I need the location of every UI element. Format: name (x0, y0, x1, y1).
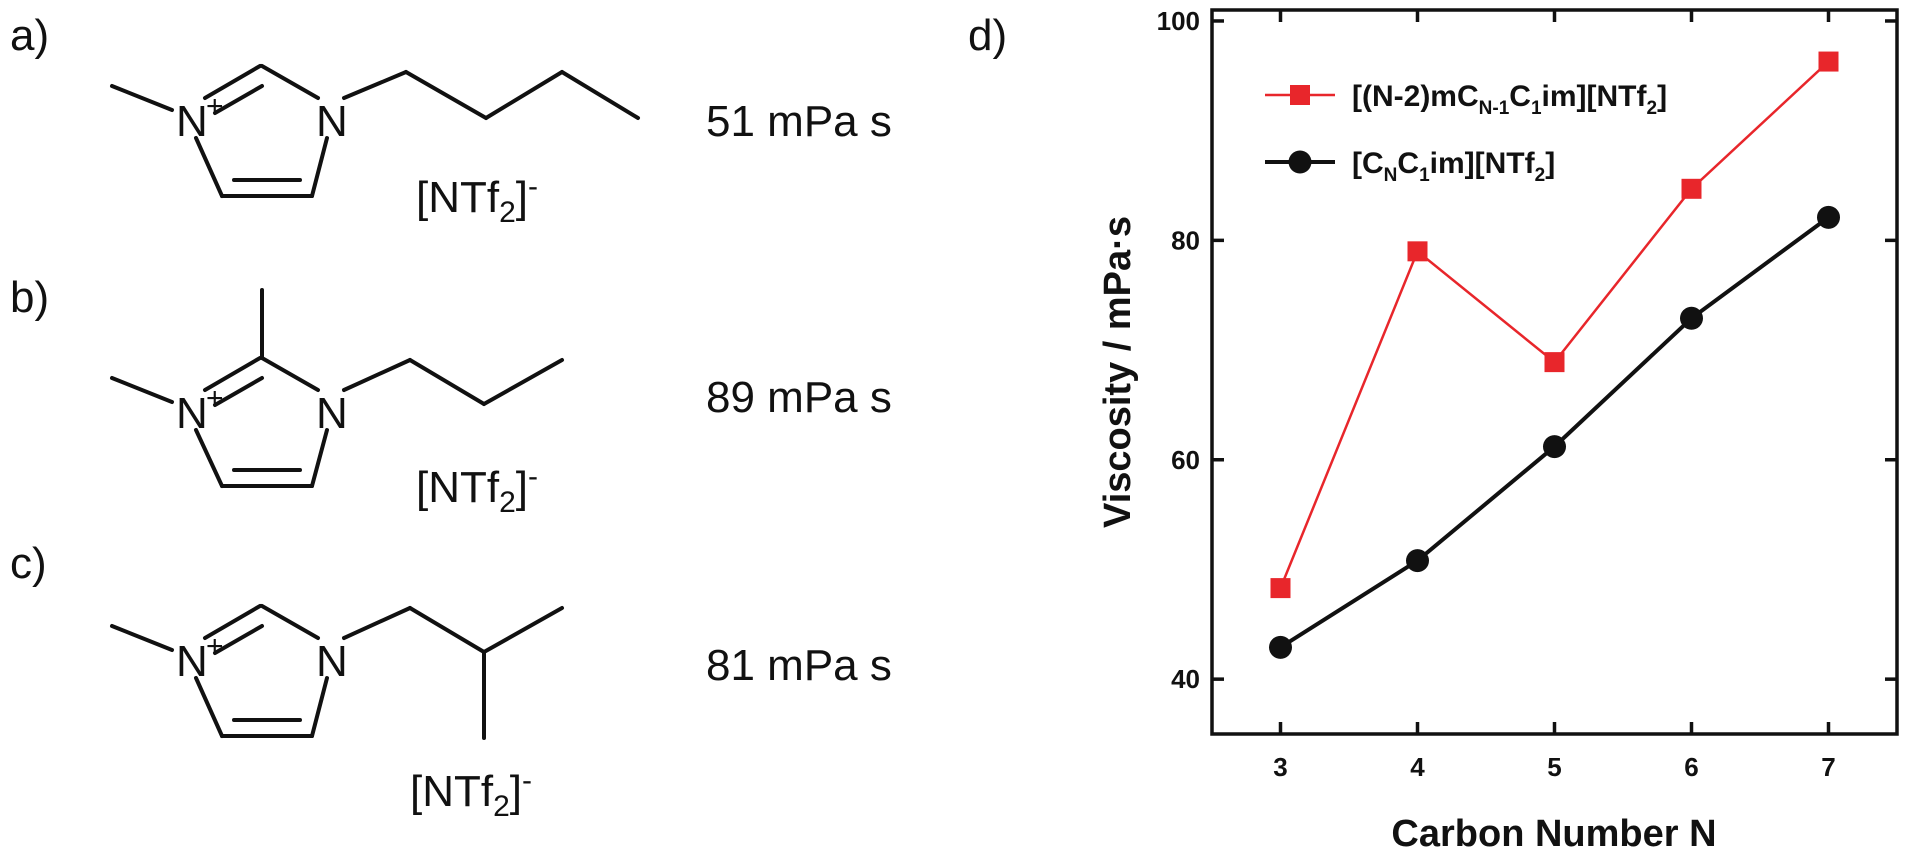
viscosity-label-a: 51 mPa s (706, 97, 892, 146)
series-1-point (1681, 178, 1702, 199)
legend: [(N-2)mCN-1C1im][NTf2] [CNC1im][NTf2] (1265, 80, 1667, 186)
series-line-1 (1279, 60, 1830, 589)
axis-ticks: 3 4 5 6 7 40 60 80 100 (1157, 6, 1897, 782)
atom-n-left: N (176, 97, 208, 146)
panel-letter-a: a) (10, 11, 49, 60)
atom-charge: + (206, 630, 224, 663)
y-axis-title: Viscosity / mPa·s (1097, 216, 1139, 528)
legend-marker-1 (1290, 85, 1310, 105)
molecule-a: N + N [NTf2]- (110, 64, 640, 229)
x-tick-label: 7 (1821, 752, 1835, 782)
series-2-point (1269, 635, 1292, 659)
panel-letter-b: b) (10, 273, 49, 322)
molecule-b: N + N [NTf2]- (110, 288, 564, 519)
panel-letter-d: d) (968, 11, 1007, 60)
atom-n-right: N (316, 637, 348, 686)
molecule-c: N + N [NTf2]- (110, 604, 564, 823)
anion-label: [NTf2]- (416, 460, 538, 519)
atom-n-left: N (176, 389, 208, 438)
y-tick-label: 80 (1171, 225, 1200, 255)
atom-n-left: N (176, 637, 208, 686)
series-line-2 (1279, 215, 1830, 650)
viscosity-label-b: 89 mPa s (706, 373, 892, 422)
y-tick-label: 40 (1171, 664, 1200, 694)
x-tick-label: 3 (1273, 752, 1287, 782)
atom-n-right: N (316, 389, 348, 438)
atom-charge: + (206, 90, 224, 123)
anion-label: [NTf2]- (416, 170, 538, 229)
y-tick-label: 100 (1157, 6, 1200, 36)
x-tick-label: 5 (1547, 752, 1561, 782)
series-1-point (1818, 51, 1839, 72)
atom-charge: + (206, 382, 224, 415)
y-tick-label: 60 (1171, 445, 1200, 475)
series-2-point (1817, 205, 1840, 229)
anion-label: [NTf2]- (410, 764, 532, 823)
series-1-point (1270, 578, 1291, 599)
legend-marker-2 (1288, 150, 1312, 174)
x-tick-label: 4 (1410, 752, 1425, 782)
legend-label-2: [CNC1im][NTf2] (1352, 147, 1555, 186)
atom-n-right: N (316, 97, 348, 146)
series-2-point (1543, 435, 1566, 459)
series-1-point (1544, 352, 1565, 373)
series-1-point (1407, 241, 1428, 262)
viscosity-label-c: 81 mPa s (706, 641, 892, 690)
viscosity-chart: 3 4 5 6 7 40 60 80 100 [(N-2)mCN-1C1im][NTf2] [CN… (1097, 6, 1899, 851)
series-2-point (1406, 549, 1429, 573)
legend-label-1: [(N-2)mCN-1C1im][NTf2] (1352, 80, 1667, 119)
panel-letter-c: c) (10, 539, 47, 588)
series-2-point (1680, 306, 1703, 330)
x-tick-label: 6 (1684, 752, 1698, 782)
series-layer (1269, 51, 1840, 659)
x-axis-title: Carbon Number N (1391, 813, 1716, 851)
